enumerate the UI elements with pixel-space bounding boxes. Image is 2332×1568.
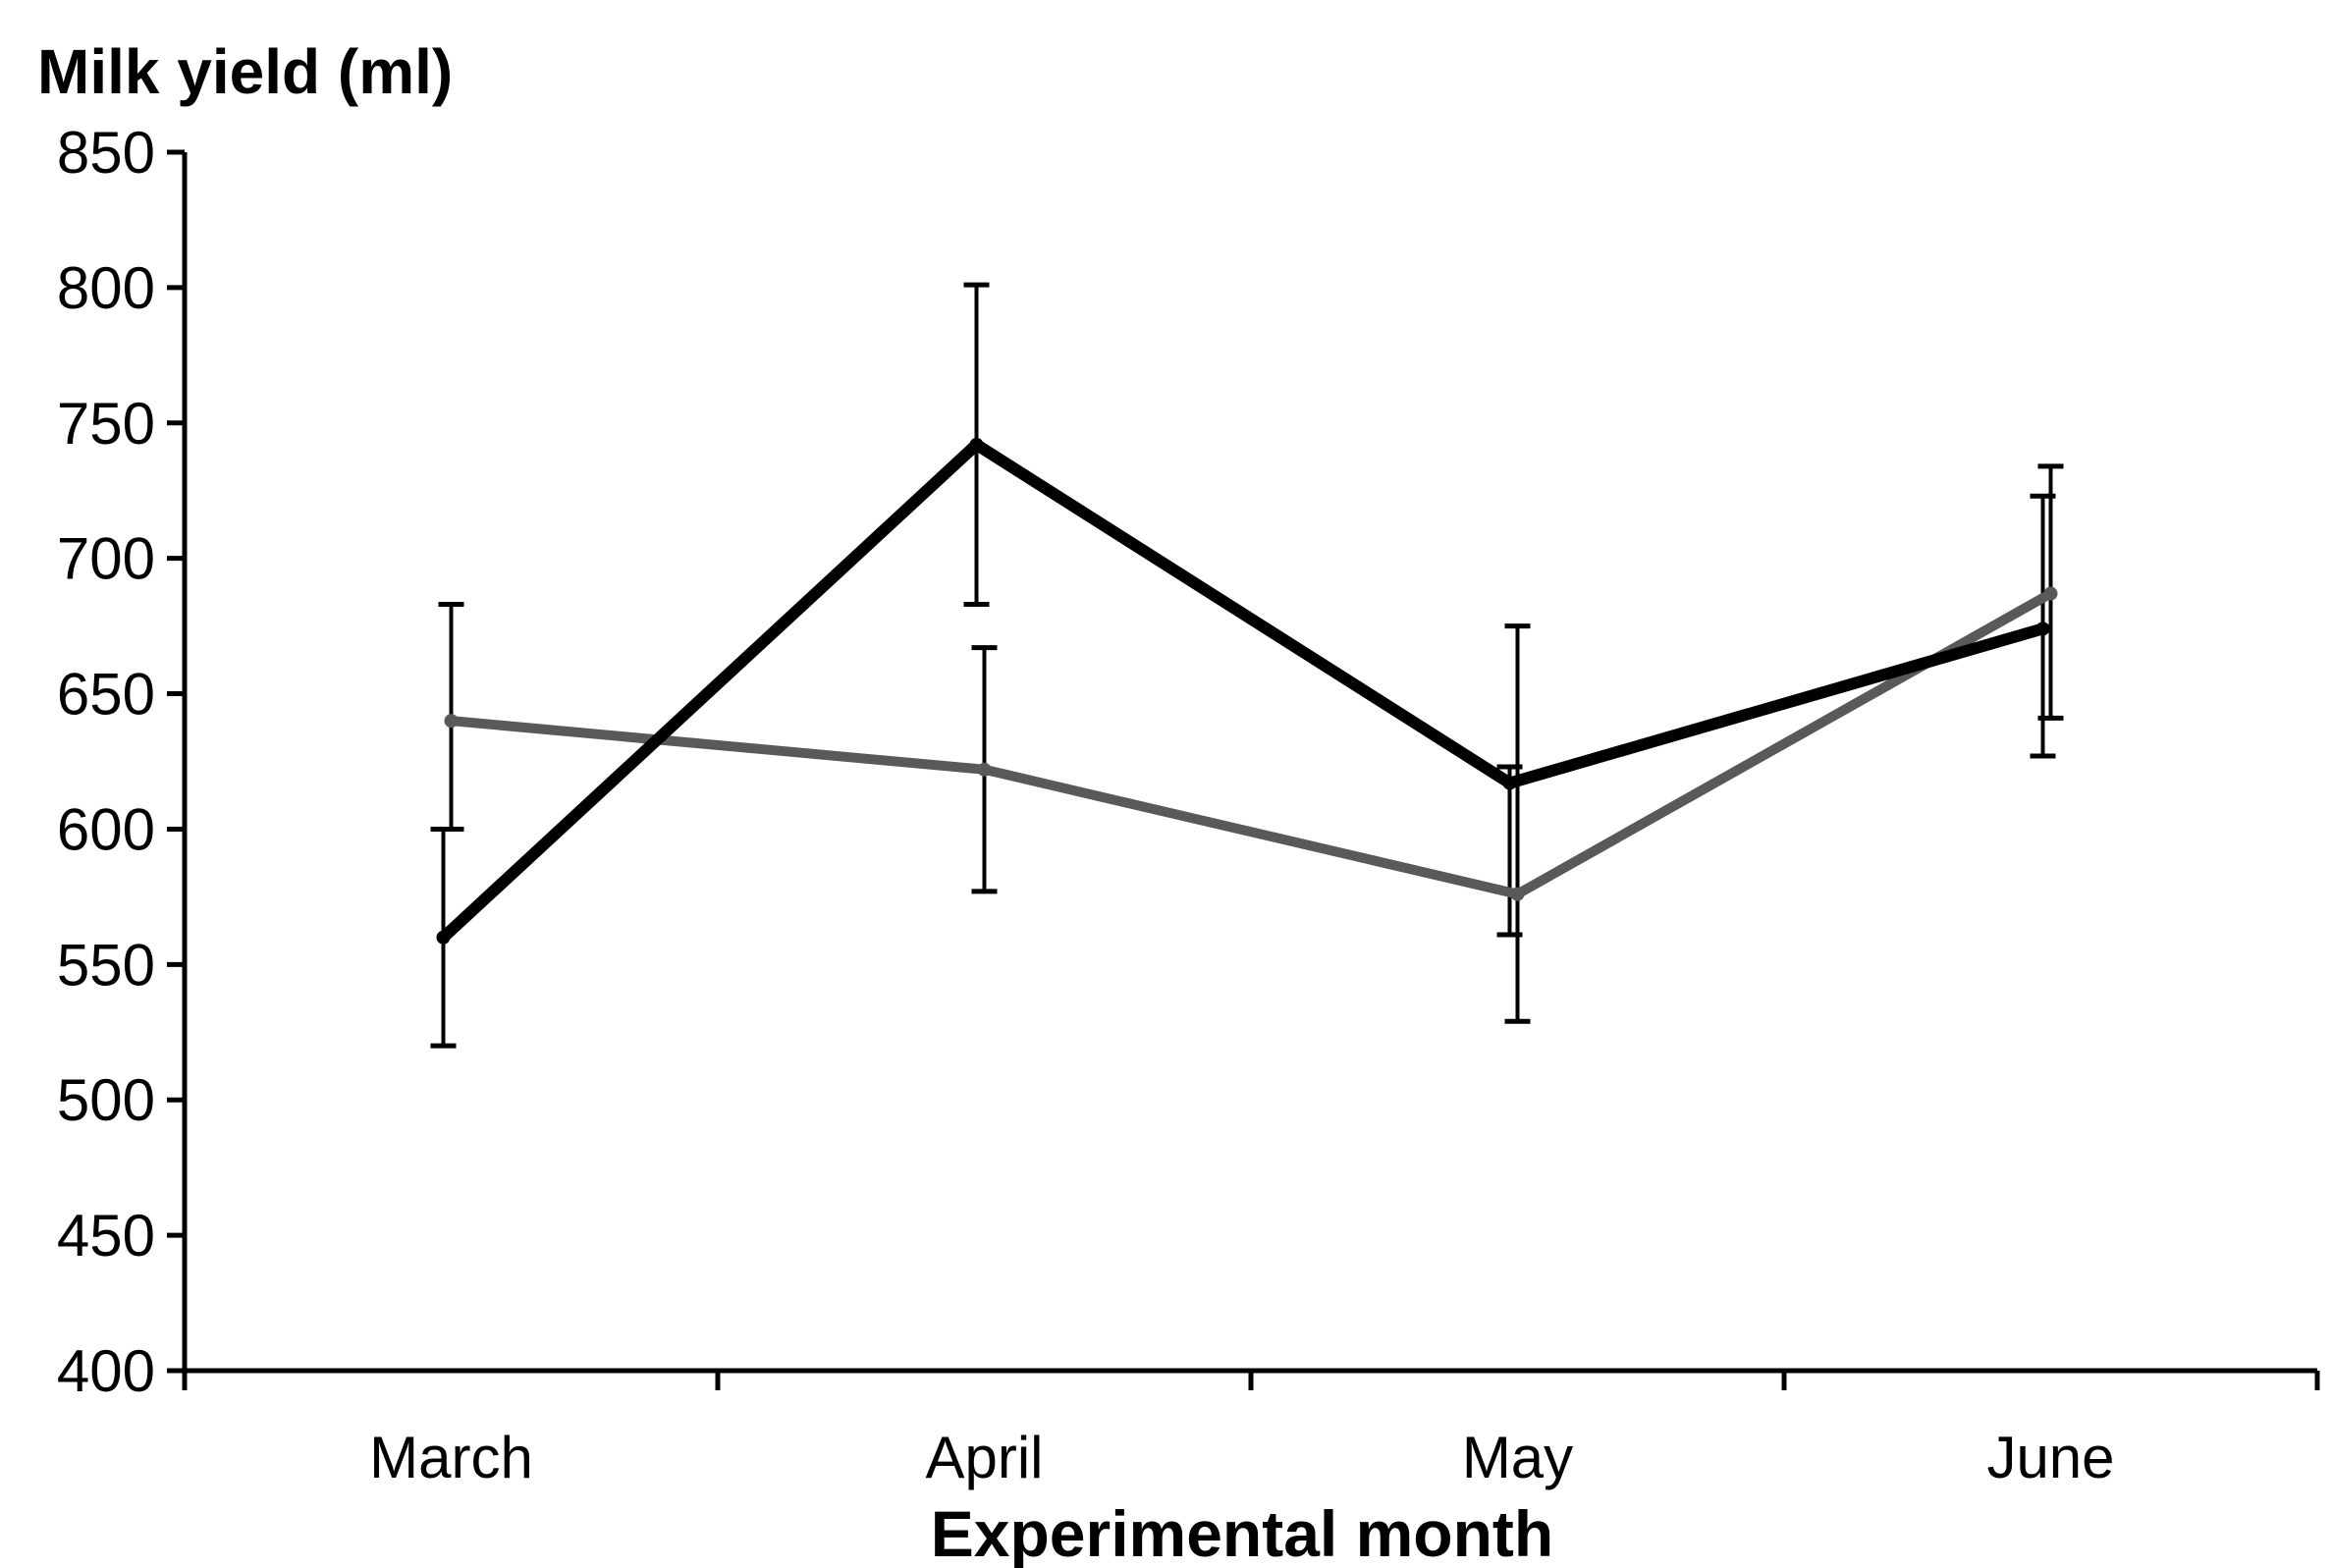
y-tick-label: 600 <box>57 796 155 862</box>
x-tick-label: April <box>925 1425 1043 1490</box>
series-lines <box>436 437 2058 945</box>
y-tick-label: 650 <box>57 662 155 728</box>
y-tick-label: 850 <box>57 120 155 186</box>
y-tick-label: 750 <box>57 391 155 457</box>
y-tick-label: 700 <box>57 526 155 592</box>
data-point <box>2035 622 2050 636</box>
y-tick-label: 800 <box>57 255 155 321</box>
series-line-2 <box>446 588 2056 899</box>
data-point <box>2043 586 2058 601</box>
y-tick-label: 550 <box>57 932 155 998</box>
y-tick-label: 400 <box>57 1338 155 1404</box>
x-tick-label: May <box>1462 1425 1573 1490</box>
data-point <box>1510 887 1525 901</box>
data-point <box>969 437 984 452</box>
data-point <box>444 714 459 729</box>
y-axis-ticks: 400 450 500 550 600 650 700 750 800 850 <box>57 120 185 1404</box>
y-tick-label: 500 <box>57 1067 155 1133</box>
x-tick-label: June <box>1986 1425 2114 1490</box>
y-axis-title: Milk yield (ml) <box>37 36 453 107</box>
x-tick-label: March <box>369 1425 533 1490</box>
error-bars <box>430 282 2064 1049</box>
series-line-1 <box>437 438 2049 944</box>
data-point <box>1502 776 1517 790</box>
y-tick-label: 450 <box>57 1203 155 1269</box>
data-point <box>436 930 451 945</box>
data-point <box>977 762 992 777</box>
x-axis-ticks: March April May June <box>182 1371 2320 1490</box>
x-axis-title: Experimental month <box>931 1497 1553 1568</box>
